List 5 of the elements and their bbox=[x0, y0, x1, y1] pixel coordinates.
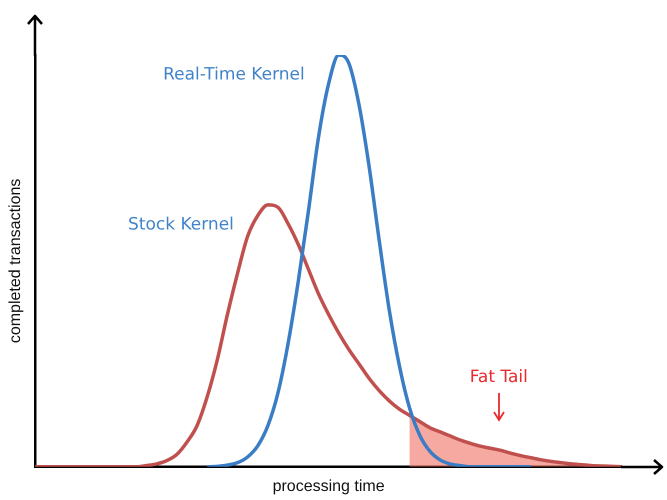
y-axis-title: completed transactions bbox=[7, 178, 24, 344]
series-label: Stock Kernel bbox=[128, 214, 234, 234]
annotation: Fat Tail bbox=[470, 367, 528, 387]
x-axis-title: processing time bbox=[272, 478, 385, 495]
series-label: Real-Time Kernel bbox=[163, 64, 305, 84]
